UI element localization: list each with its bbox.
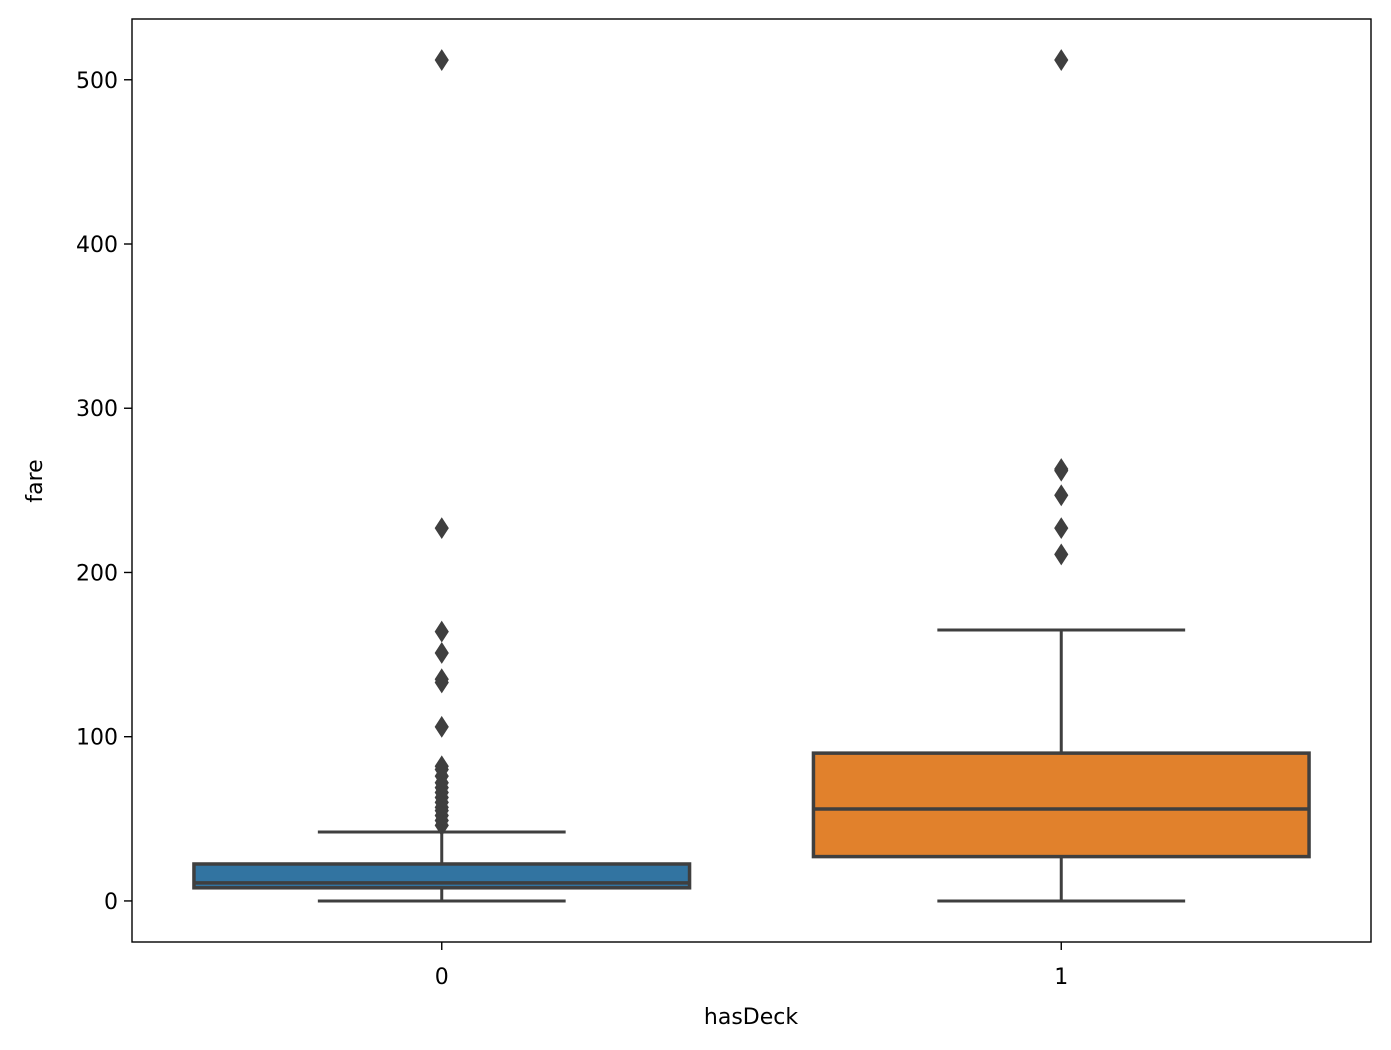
outlier-point xyxy=(434,715,449,738)
y-tick-label: 500 xyxy=(76,69,118,94)
y-tick-label: 200 xyxy=(76,561,118,586)
x-axis-label: hasDeck xyxy=(704,1005,798,1030)
x-tick-label: 1 xyxy=(1054,965,1068,990)
axes-frame xyxy=(131,18,1372,943)
outlier-point xyxy=(434,517,449,540)
outlier-point xyxy=(434,642,449,664)
y-tick-label: 300 xyxy=(76,397,118,422)
outlier-point xyxy=(1054,484,1069,507)
outlier-point xyxy=(434,49,449,71)
outlier-point xyxy=(1054,517,1069,540)
y-axis-label: fare xyxy=(23,459,48,502)
y-tick-label: 400 xyxy=(76,233,118,258)
outlier-point xyxy=(1054,458,1069,480)
box-group-0 xyxy=(192,49,692,903)
y-tick-label: 100 xyxy=(76,726,118,751)
box-iqr xyxy=(811,751,1311,859)
outlier-point xyxy=(1054,49,1069,71)
plot-area xyxy=(192,49,1311,903)
x-tick-label: 0 xyxy=(435,965,449,990)
y-tick-label: 0 xyxy=(104,890,118,915)
outlier-point xyxy=(434,755,449,778)
y-axis: 0 100 200 300 400 500 xyxy=(76,69,132,915)
outlier-point xyxy=(1054,543,1069,566)
outlier-point xyxy=(434,620,449,643)
outlier-point xyxy=(434,668,449,691)
box-group-1 xyxy=(811,49,1311,903)
